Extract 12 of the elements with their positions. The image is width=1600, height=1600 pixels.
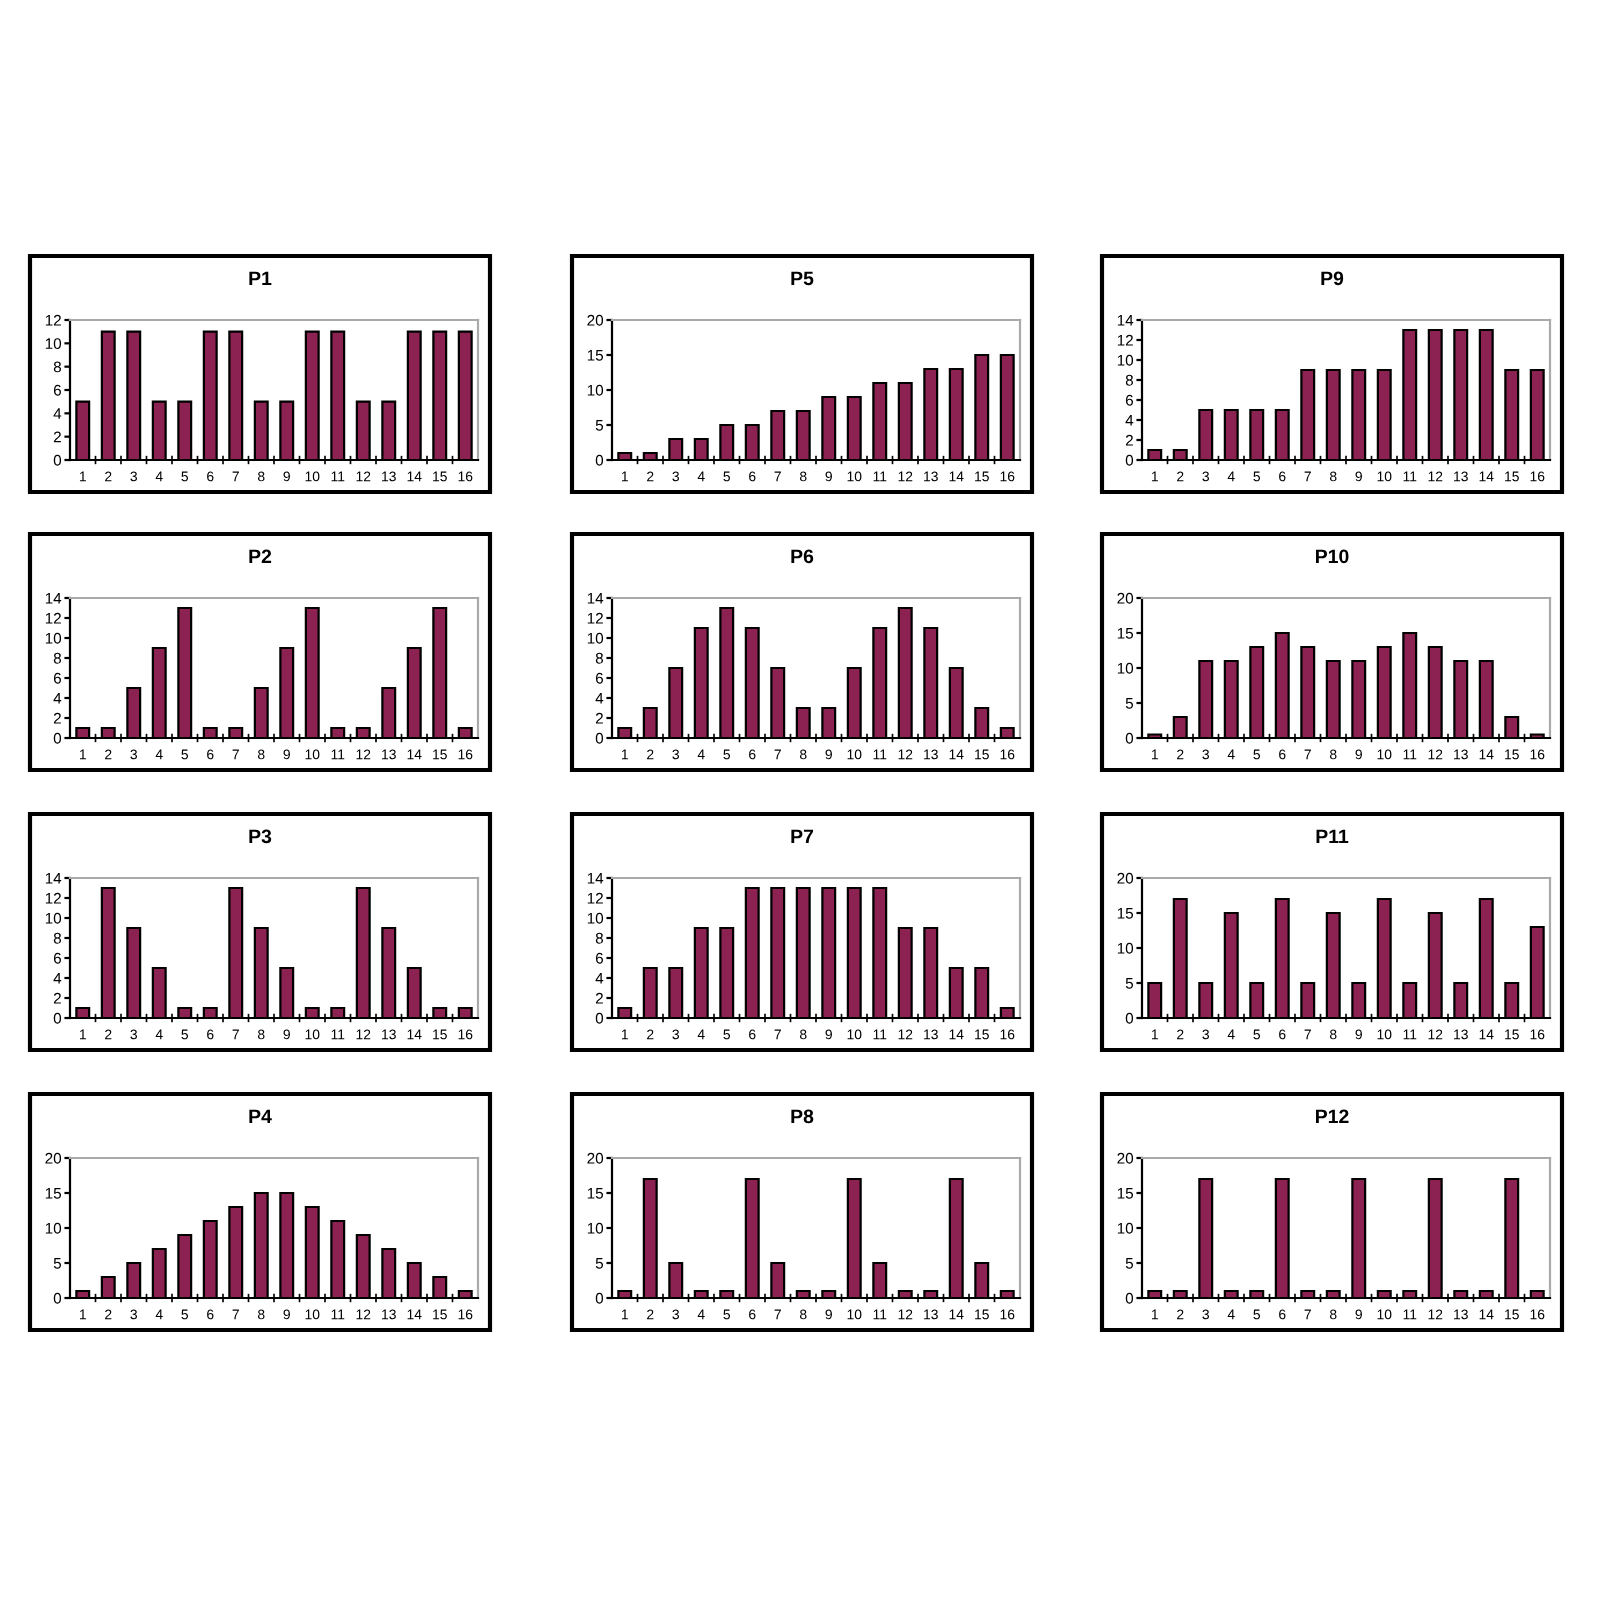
chart-title: P7 bbox=[791, 829, 814, 844]
chart-title: P8 bbox=[791, 1109, 814, 1124]
chart-title: P9 bbox=[1321, 271, 1344, 286]
chart-title: P6 bbox=[791, 549, 814, 564]
chart-title: P2 bbox=[249, 549, 272, 564]
chart-title: P4 bbox=[249, 1109, 272, 1124]
chart-title: P5 bbox=[791, 271, 814, 286]
chart-title: P1 bbox=[249, 271, 272, 286]
chart-title: P10 bbox=[1316, 549, 1349, 564]
chart-title: P11 bbox=[1316, 829, 1349, 844]
chart-title: P12 bbox=[1316, 1109, 1349, 1124]
chart-title: P3 bbox=[249, 829, 272, 844]
